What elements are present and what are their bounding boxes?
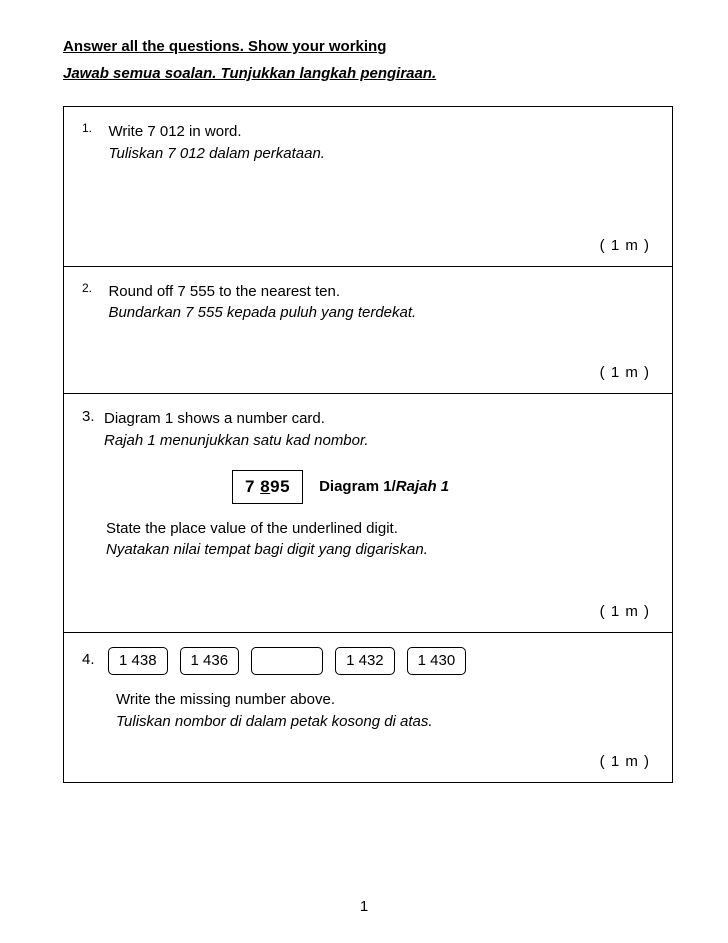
q4-text-ms: Tuliskan nombor di dalam petak kosong di… xyxy=(116,713,433,730)
q3-state: State the place value of the underlined … xyxy=(106,518,654,562)
seq-box-5: 1 430 xyxy=(407,647,467,675)
q4-text-en: Write the missing number above. xyxy=(116,691,335,708)
q2-body: Round off 7 555 to the nearest ten. Bund… xyxy=(108,281,650,325)
diagram-label: Diagram 1/Rajah 1 xyxy=(319,478,449,495)
q4-number: 4. xyxy=(82,647,104,668)
q4-marks: ( 1 m ) xyxy=(82,753,654,770)
q2-marks: ( 1 m ) xyxy=(82,364,654,381)
questions-box: 1. Write 7 012 in word. Tuliskan 7 012 d… xyxy=(63,106,673,783)
q4-instruction: Write the missing number above. Tuliskan… xyxy=(116,689,654,733)
q3-text-ms: Rajah 1 menunjukkan satu kad nombor. xyxy=(104,432,369,449)
q3-number: 3. xyxy=(82,408,104,425)
card-post: 95 xyxy=(270,477,290,496)
q2-number: 2. xyxy=(82,281,104,295)
seq-box-4: 1 432 xyxy=(335,647,395,675)
q3-marks: ( 1 m ) xyxy=(82,603,654,620)
q3-text-en: Diagram 1 shows a number card. xyxy=(104,410,325,427)
seq-box-1: 1 438 xyxy=(108,647,168,675)
question-1: 1. Write 7 012 in word. Tuliskan 7 012 d… xyxy=(64,107,672,267)
q1-number: 1. xyxy=(82,121,104,135)
question-2: 2. Round off 7 555 to the nearest ten. B… xyxy=(64,267,672,395)
instructions-en: Answer all the questions. Show your work… xyxy=(63,38,673,55)
q1-text-en: Write 7 012 in word. xyxy=(108,123,241,140)
q1-text-ms: Tuliskan 7 012 dalam perkataan. xyxy=(108,145,325,162)
seq-box-2: 1 436 xyxy=(180,647,240,675)
q3-card-row: 7 895 Diagram 1/Rajah 1 xyxy=(82,470,654,504)
page-number: 1 xyxy=(0,898,728,915)
seq-box-empty[interactable] xyxy=(251,647,323,675)
q3-state-en: State the place value of the underlined … xyxy=(106,520,398,537)
card-underlined-digit: 8 xyxy=(260,477,270,496)
instructions-ms: Jawab semua soalan. Tunjukkan langkah pe… xyxy=(63,65,673,82)
q1-body: Write 7 012 in word. Tuliskan 7 012 dala… xyxy=(108,121,650,165)
q3-state-ms: Nyatakan nilai tempat bagi digit yang di… xyxy=(106,541,428,558)
q2-text-ms: Bundarkan 7 555 kepada puluh yang terdek… xyxy=(108,304,416,321)
q2-text-en: Round off 7 555 to the nearest ten. xyxy=(108,283,340,300)
question-3: 3. Diagram 1 shows a number card. Rajah … xyxy=(64,394,672,633)
q4-sequence: 1 438 1 436 1 432 1 430 xyxy=(108,647,466,675)
diagram-label-ms: Rajah 1 xyxy=(396,478,449,495)
worksheet-page: Answer all the questions. Show your work… xyxy=(0,0,728,943)
q1-marks: ( 1 m ) xyxy=(82,237,654,254)
card-pre: 7 xyxy=(245,477,260,496)
q3-body: Diagram 1 shows a number card. Rajah 1 m… xyxy=(104,408,646,452)
number-card: 7 895 xyxy=(232,470,303,504)
diagram-label-en: Diagram 1/ xyxy=(319,478,396,495)
question-4: 4. 1 438 1 436 1 432 1 430 Write the mis… xyxy=(64,633,672,782)
